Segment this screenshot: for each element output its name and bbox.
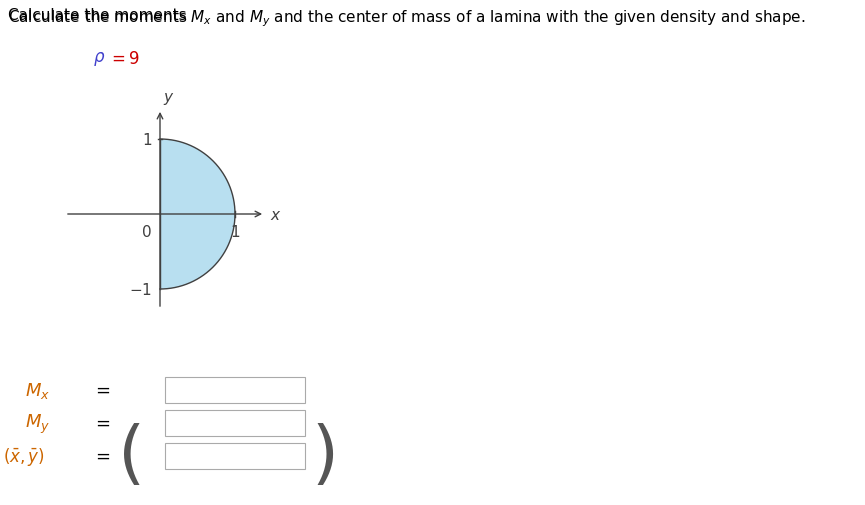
- Text: =: =: [95, 447, 110, 465]
- Text: $x$: $x$: [270, 207, 281, 222]
- Bar: [165, 443, 305, 469]
- Text: Calculate the moments: Calculate the moments: [8, 8, 191, 23]
- Text: Calculate the moments $M_x$ and $M_y$ and the center of mass of a lamina with th: Calculate the moments $M_x$ and $M_y$ an…: [8, 8, 805, 29]
- Text: (: (: [118, 423, 145, 489]
- Text: ): ): [311, 423, 338, 489]
- Bar: [165, 377, 305, 403]
- Text: =: =: [95, 414, 110, 432]
- Text: $-1$: $-1$: [129, 281, 152, 297]
- Text: $(\bar{x}, \bar{y})$: $(\bar{x}, \bar{y})$: [3, 445, 45, 467]
- Polygon shape: [160, 140, 235, 289]
- Text: $y$: $y$: [163, 91, 175, 107]
- Text: 0: 0: [143, 225, 152, 239]
- Text: 1: 1: [230, 225, 240, 239]
- Text: $M_x$: $M_x$: [25, 380, 50, 400]
- Text: 1: 1: [143, 132, 152, 147]
- Text: $M_y$: $M_y$: [25, 412, 50, 435]
- Text: $= 9$: $= 9$: [108, 50, 140, 68]
- Text: $\rho$: $\rho$: [93, 50, 106, 68]
- Text: =: =: [95, 381, 110, 399]
- Bar: [165, 410, 305, 436]
